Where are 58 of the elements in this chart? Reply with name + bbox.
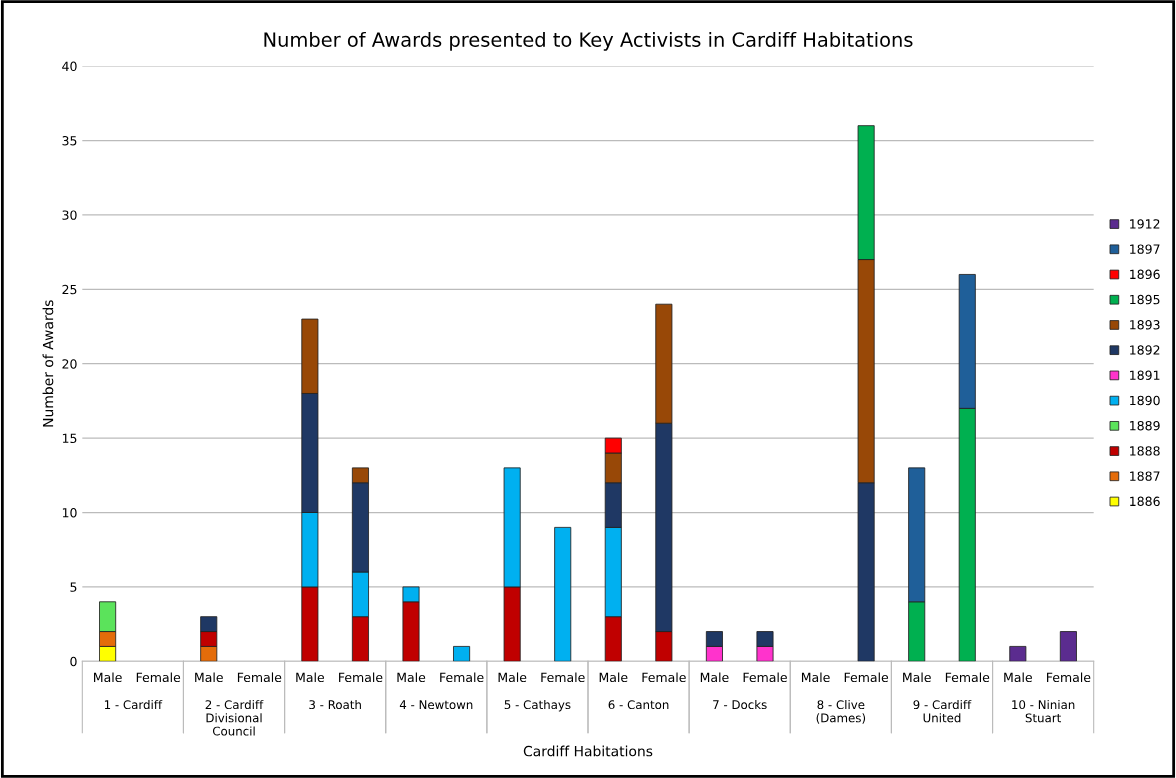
x-tick-label: Male xyxy=(94,672,122,683)
legend-label: 1887 xyxy=(1130,471,1160,481)
x-axis-title: Cardiff Habitations xyxy=(523,745,653,757)
x-tick-label: Female xyxy=(743,672,787,683)
bar xyxy=(453,646,471,662)
text: 1 - Cardiff xyxy=(104,699,163,710)
y-tick-label: 35 xyxy=(62,136,77,146)
x-tick-label: Male xyxy=(195,672,223,683)
y-tick-label: 15 xyxy=(62,433,77,444)
x-tick-label: Male xyxy=(1004,672,1032,683)
x-tick-label: Female xyxy=(237,672,282,683)
bar xyxy=(554,526,572,662)
legend-label: 1890 xyxy=(1130,395,1160,406)
text: 9 - Cardiff United xyxy=(913,699,972,723)
x-tick-label: Female xyxy=(1047,672,1091,683)
y-tick-label: 10 xyxy=(62,507,77,518)
text: 10 - Ninian Stuart xyxy=(1012,699,1075,723)
legend-label: 1888 xyxy=(1130,446,1160,456)
x-tick-label: Male xyxy=(296,672,325,683)
legend-label: 1912 xyxy=(1130,219,1160,229)
text: 7 - Docks xyxy=(713,699,767,710)
chart-title: Number of Awards presented to Key Activists in Cardiff Habitations xyxy=(264,31,913,51)
text: 4 - Newtown xyxy=(399,700,473,710)
text: 6 - Canton xyxy=(608,700,669,710)
y-tick-label: 20 xyxy=(62,359,77,369)
x-tick-label: Female xyxy=(642,672,686,683)
x-tick-label: Female xyxy=(541,672,585,683)
legend-label: 1892 xyxy=(1130,345,1160,355)
bar xyxy=(1059,631,1077,662)
x-tick-label: Male xyxy=(599,672,628,683)
x-tick-label: Male xyxy=(397,672,426,683)
x-tick-label: Male xyxy=(498,672,527,683)
legend-label: 1889 xyxy=(1130,420,1160,431)
x-tick-label: Male xyxy=(801,672,830,683)
x-tick-label: Female xyxy=(945,672,990,683)
y-tick-label: 40 xyxy=(62,61,77,72)
text: 2 - Cardiff Divisional Council xyxy=(205,699,264,736)
y-axis-title: Number of Awards xyxy=(42,300,54,427)
text: 3 - Roath xyxy=(309,699,361,710)
x-tick-label: Female xyxy=(844,672,889,683)
text: 8 - Clive (Dames) xyxy=(816,699,866,724)
legend-label: 1893 xyxy=(1130,320,1160,330)
y-tick-label: 5 xyxy=(70,582,77,592)
legend-label: 1895 xyxy=(1130,294,1160,305)
y-tick-label: 0 xyxy=(70,656,77,667)
x-tick-label: Female xyxy=(339,672,383,683)
bar xyxy=(1009,646,1027,662)
y-tick-label: 25 xyxy=(62,284,77,295)
legend-label: 1897 xyxy=(1130,244,1160,254)
x-tick-label: Male xyxy=(700,672,729,683)
legend-label: 1896 xyxy=(1130,269,1160,280)
legend-label: 1891 xyxy=(1130,370,1160,380)
x-tick-label: Female xyxy=(136,672,181,683)
text: 5 - Cathays xyxy=(504,699,571,712)
y-tick-label: 30 xyxy=(62,210,77,220)
x-tick-label: Male xyxy=(903,672,931,683)
legend-label: 1886 xyxy=(1130,496,1160,507)
x-tick-label: Female xyxy=(440,672,484,683)
